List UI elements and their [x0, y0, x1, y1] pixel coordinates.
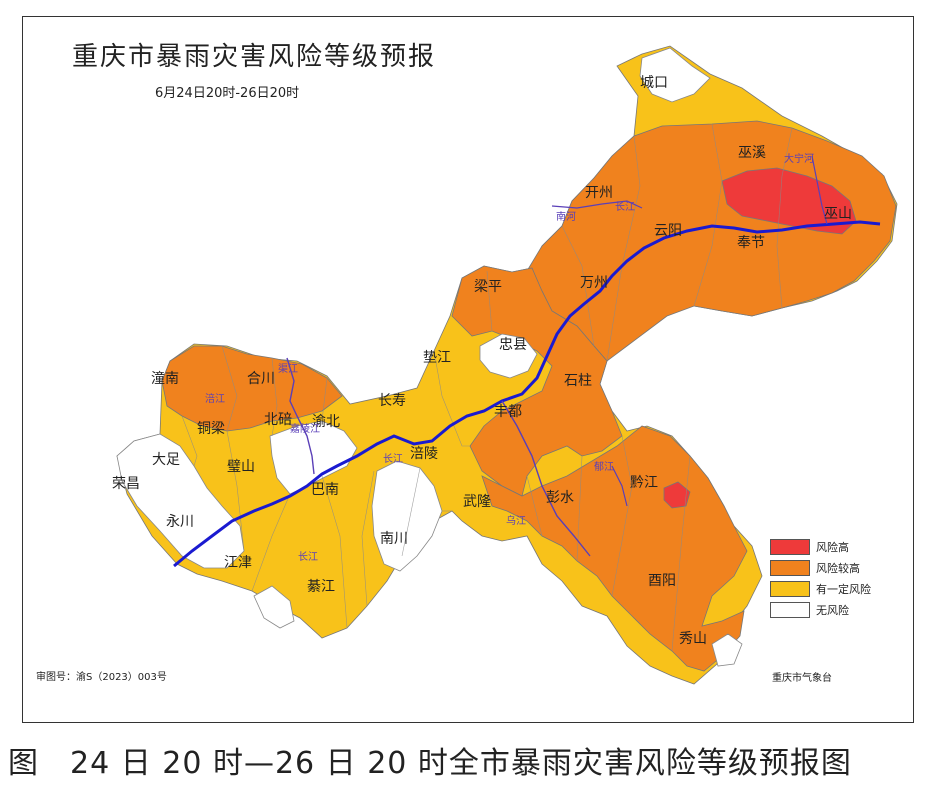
label-liangping: 梁平: [474, 279, 502, 295]
river-label-daning: 大宁河: [784, 154, 814, 165]
label-nanchuan: 南川: [380, 531, 408, 547]
jialing-river: [286, 357, 315, 475]
region-no-risk-zhongxian: [479, 333, 538, 379]
label-beibei: 北碚: [264, 412, 292, 428]
label-wuxi: 巫溪: [738, 145, 766, 161]
label-zhongxian: 忠县: [499, 337, 527, 353]
legend-label-high: 风险高: [816, 540, 849, 554]
label-xiushan: 秀山: [679, 631, 707, 647]
label-rongchang: 荣昌: [112, 476, 140, 492]
river-label-jialing: 嘉陵江: [290, 424, 320, 435]
legend-label-some: 有一定风险: [816, 582, 871, 596]
label-youyang: 酉阳: [648, 573, 676, 589]
agency-name: 重庆市气象台: [772, 673, 832, 684]
legend-swatch-some: [770, 580, 810, 597]
label-tongliang: 铜梁: [197, 421, 225, 437]
yangtze-river: [173, 220, 881, 568]
map-title: 重庆市暴雨灾害风险等级预报: [72, 42, 437, 72]
label-bishan: 璧山: [227, 459, 255, 475]
region-higher-risk-northeast: [526, 120, 897, 362]
region-no-risk-chengkou: [639, 47, 711, 103]
label-fuling: 涪陵: [410, 446, 438, 462]
river-label-changjiang-sw: 长江: [298, 552, 318, 563]
river-label-wujiang: 乌江: [506, 516, 526, 527]
label-shizhu: 石柱: [564, 373, 592, 389]
river-label-changjiang-mid: 长江: [383, 454, 403, 465]
legend-item-some: 有一定风险: [770, 578, 871, 599]
river-label-changjiang-east: 长江: [615, 202, 635, 213]
river-label-fujiang: 涪江: [205, 394, 225, 405]
river-label-qujiang: 渠江: [278, 364, 298, 375]
label-fengjie: 奉节: [737, 235, 765, 251]
label-changshou: 长寿: [378, 393, 406, 409]
label-dazu: 大足: [152, 452, 180, 468]
map-legend: 风险高 风险较高 有一定风险 无风险: [770, 536, 871, 620]
label-hechuan: 合川: [247, 371, 275, 387]
nan-river: [551, 200, 643, 209]
daning-river: [811, 155, 828, 225]
label-wushan: 巫山: [824, 206, 852, 222]
label-wulong: 武隆: [463, 494, 491, 510]
label-chengkou: 城口: [640, 75, 668, 91]
region-no-risk-xiushan: [711, 633, 743, 667]
legend-item-none: 无风险: [770, 599, 871, 620]
legend-item-high: 风险高: [770, 536, 871, 557]
label-jiangjin: 江津: [224, 555, 252, 571]
approval-number: 审图号：渝S（2023）003号: [36, 672, 167, 683]
label-yunyang: 云阳: [654, 223, 682, 239]
river-label-yujiang: 郁江: [594, 462, 614, 473]
legend-label-higher: 风险较高: [816, 561, 860, 575]
label-qijiang: 綦江: [307, 579, 335, 595]
label-banan: 巴南: [311, 482, 339, 498]
yu-river: [611, 465, 628, 507]
region-high-risk-wushan: [721, 167, 857, 235]
label-yubei: 渝北: [312, 414, 340, 430]
label-dianjiang: 垫江: [423, 350, 451, 366]
region-high-risk-qianjiang: [663, 481, 691, 509]
risk-map[interactable]: [22, 16, 912, 721]
label-pengshui: 彭水: [546, 490, 574, 506]
figure-caption: 图 24 日 20 时—26 日 20 时全市暴雨灾害风险等级预报图: [8, 746, 852, 781]
region-no-risk-south: [253, 585, 295, 629]
region-no-risk-central-city: [269, 420, 358, 495]
wu-river: [501, 400, 591, 557]
label-wanzhou: 万州: [580, 275, 608, 291]
map-subtitle: 6月24日20时-26日20时: [155, 86, 300, 101]
region-higher-risk-west: [161, 345, 343, 432]
river-label-nanhe: 南河: [556, 212, 576, 223]
label-tongnan: 潼南: [151, 371, 179, 387]
region-higher-risk-central: [451, 265, 623, 497]
legend-swatch-high: [770, 538, 810, 555]
legend-label-none: 无风险: [816, 603, 849, 617]
legend-swatch-none: [770, 601, 810, 618]
label-kaizhou: 开州: [585, 185, 613, 201]
label-qianjiang: 黔江: [630, 475, 658, 491]
district-boundaries: [181, 123, 793, 652]
region-no-risk-nanchuan: [371, 460, 443, 572]
legend-item-higher: 风险较高: [770, 557, 871, 578]
legend-swatch-higher: [770, 559, 810, 576]
label-fengdu: 丰都: [494, 404, 522, 420]
label-yongchuan: 永川: [166, 514, 194, 530]
